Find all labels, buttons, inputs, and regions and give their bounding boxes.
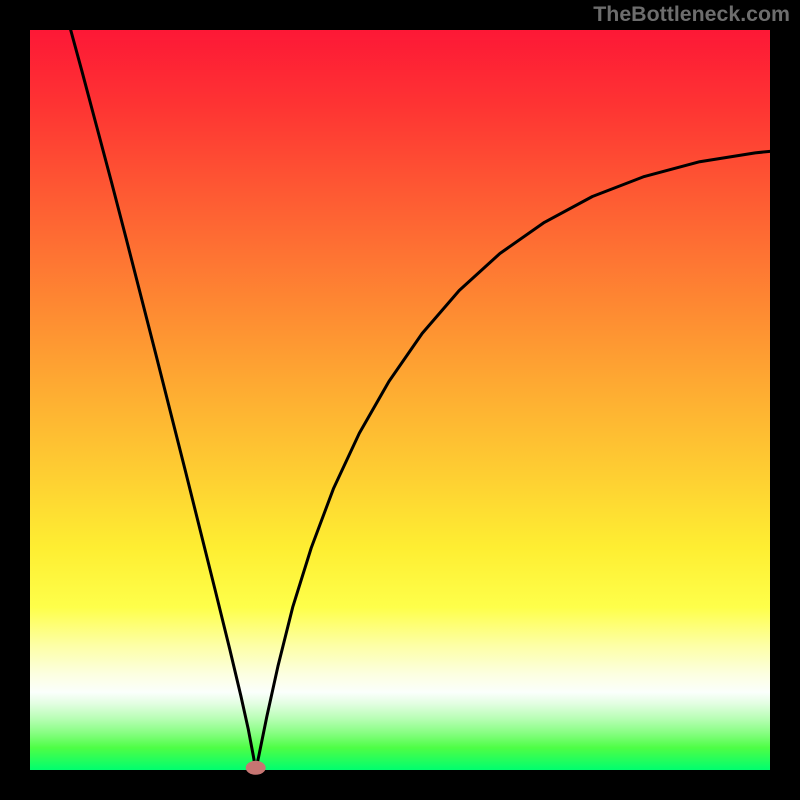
chart-stage: TheBottleneck.com <box>0 0 800 800</box>
bottleneck-chart <box>0 0 800 800</box>
optimum-marker <box>246 761 266 775</box>
chart-plot-area <box>30 30 770 770</box>
